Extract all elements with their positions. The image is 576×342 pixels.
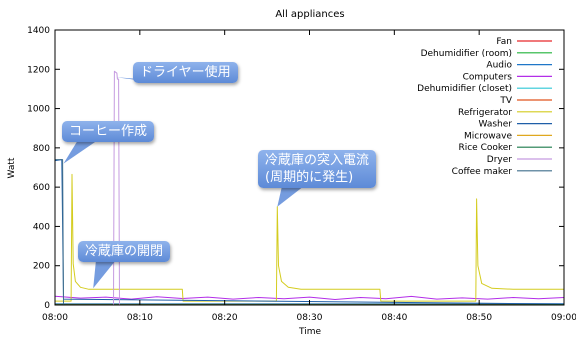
y-tick-label: 400	[33, 222, 50, 232]
annotation-callout: ドライヤー使用	[133, 62, 238, 83]
y-tick-label: 1200	[27, 65, 50, 75]
legend-label: Washer	[479, 120, 513, 130]
annotation-callout: コーヒー作成	[62, 121, 155, 142]
callout-pointer	[93, 260, 116, 289]
y-tick-label: 0	[44, 301, 50, 311]
series-line-dryer	[55, 70, 564, 306]
x-tick-label: 08:20	[212, 313, 238, 323]
y-axis-label: Watt	[7, 157, 17, 178]
callout-pointer	[63, 140, 98, 164]
legend-label: Coffee maker	[452, 167, 513, 177]
series-layer	[54, 70, 565, 306]
y-tick-label: 1400	[27, 26, 50, 36]
legend-label: TV	[499, 96, 512, 106]
legend-label: Rice Cooker	[458, 143, 512, 153]
x-tick-label: 09:00	[551, 313, 576, 323]
x-tick-label: 08:00	[42, 313, 68, 323]
chart-title: All appliances	[275, 9, 344, 20]
series-line-refrigerator	[55, 173, 564, 302]
legend-label: Audio	[486, 61, 512, 71]
x-axis: 08:00 08:10 08:20 08:30 08:40 08:50 09:00	[42, 30, 576, 323]
x-tick-label: 08:10	[127, 313, 153, 323]
legend-label: Dehumidifier (room)	[421, 49, 512, 59]
y-tick-label: 800	[33, 144, 50, 154]
legend-label: Dehumidifier (closet)	[417, 84, 512, 94]
x-tick-label: 08:40	[381, 313, 407, 323]
legend-label: Computers	[463, 72, 513, 82]
callout-pointer	[277, 186, 304, 207]
legend-label: Microwave	[464, 131, 512, 141]
y-tick-label: 200	[33, 262, 50, 272]
legend-label: Refrigerator	[458, 108, 512, 118]
legend-label: Dryer	[487, 155, 512, 165]
y-tick-label: 600	[33, 183, 50, 193]
legend-label: Fan	[496, 37, 512, 47]
series-line-computers	[54, 295, 565, 300]
x-axis-label: Time	[298, 327, 321, 337]
annotation-callout: 冷蔵庫の開閉	[78, 241, 171, 262]
y-tick-label: 1000	[27, 105, 50, 115]
annotation-callout: 冷蔵庫の突入電流 (周期的に発生)	[258, 150, 377, 188]
x-tick-label: 08:50	[466, 313, 492, 323]
y-axis: 0 200 400 600 800 1000 1200 1400	[27, 26, 564, 311]
x-tick-label: 08:30	[297, 313, 323, 323]
